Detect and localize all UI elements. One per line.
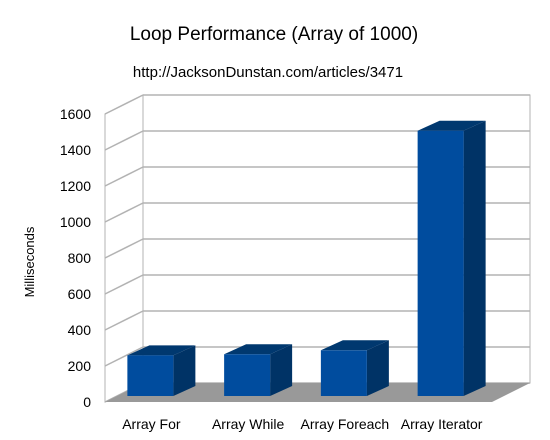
bar-side [463, 120, 486, 396]
y-tick-label: 600 [68, 286, 92, 302]
y-axis-label: Milliseconds [22, 226, 37, 297]
bar [320, 340, 389, 396]
bar-top [417, 120, 486, 131]
gridline-side [104, 166, 144, 187]
bar-top [320, 340, 389, 351]
y-tick-label: 1600 [60, 106, 91, 122]
x-tick-labels: Array For Array While Array Foreach Array I… [122, 416, 483, 432]
x-tick-label: Array Iterator [401, 416, 483, 432]
bar [417, 120, 486, 396]
gridline-side [104, 238, 144, 259]
x-tick-label: Array Foreach [301, 416, 390, 432]
y-tick-label: 1400 [60, 142, 91, 158]
bar [127, 345, 196, 396]
x-tick-label: Array For [122, 416, 181, 432]
chart-title: Loop Performance (Array of 1000) [130, 24, 418, 45]
x-tick-label: Array While [212, 416, 285, 432]
bar-top [224, 344, 293, 355]
bar [224, 344, 293, 396]
gridline-side [104, 130, 144, 151]
bar-side [270, 344, 293, 396]
bar-front [320, 350, 367, 396]
gridline-side [104, 274, 144, 295]
gridline-side [104, 94, 144, 115]
gridline-side [104, 346, 144, 367]
bar-side [173, 345, 196, 396]
bars [127, 120, 486, 396]
y-tick-label: 1200 [60, 178, 91, 194]
bar-front [224, 354, 271, 396]
bar-side [366, 340, 389, 396]
y-tick-label: 1000 [60, 214, 91, 230]
chart-subtitle: http://JacksonDunstan.com/articles/3471 [133, 64, 403, 81]
bar-top [127, 345, 196, 356]
y-tick-label: 400 [68, 322, 92, 338]
bar-front [417, 130, 464, 396]
y-tick-labels: 0 200 400 600 800 1000 1200 1400 1600 [60, 106, 91, 410]
y-tick-label: 200 [68, 358, 92, 374]
y-tick-label: 800 [68, 250, 92, 266]
y-tick-label: 0 [83, 394, 91, 410]
gridline-side [104, 310, 144, 331]
gridline-side [104, 202, 144, 223]
bar-front [127, 355, 174, 396]
